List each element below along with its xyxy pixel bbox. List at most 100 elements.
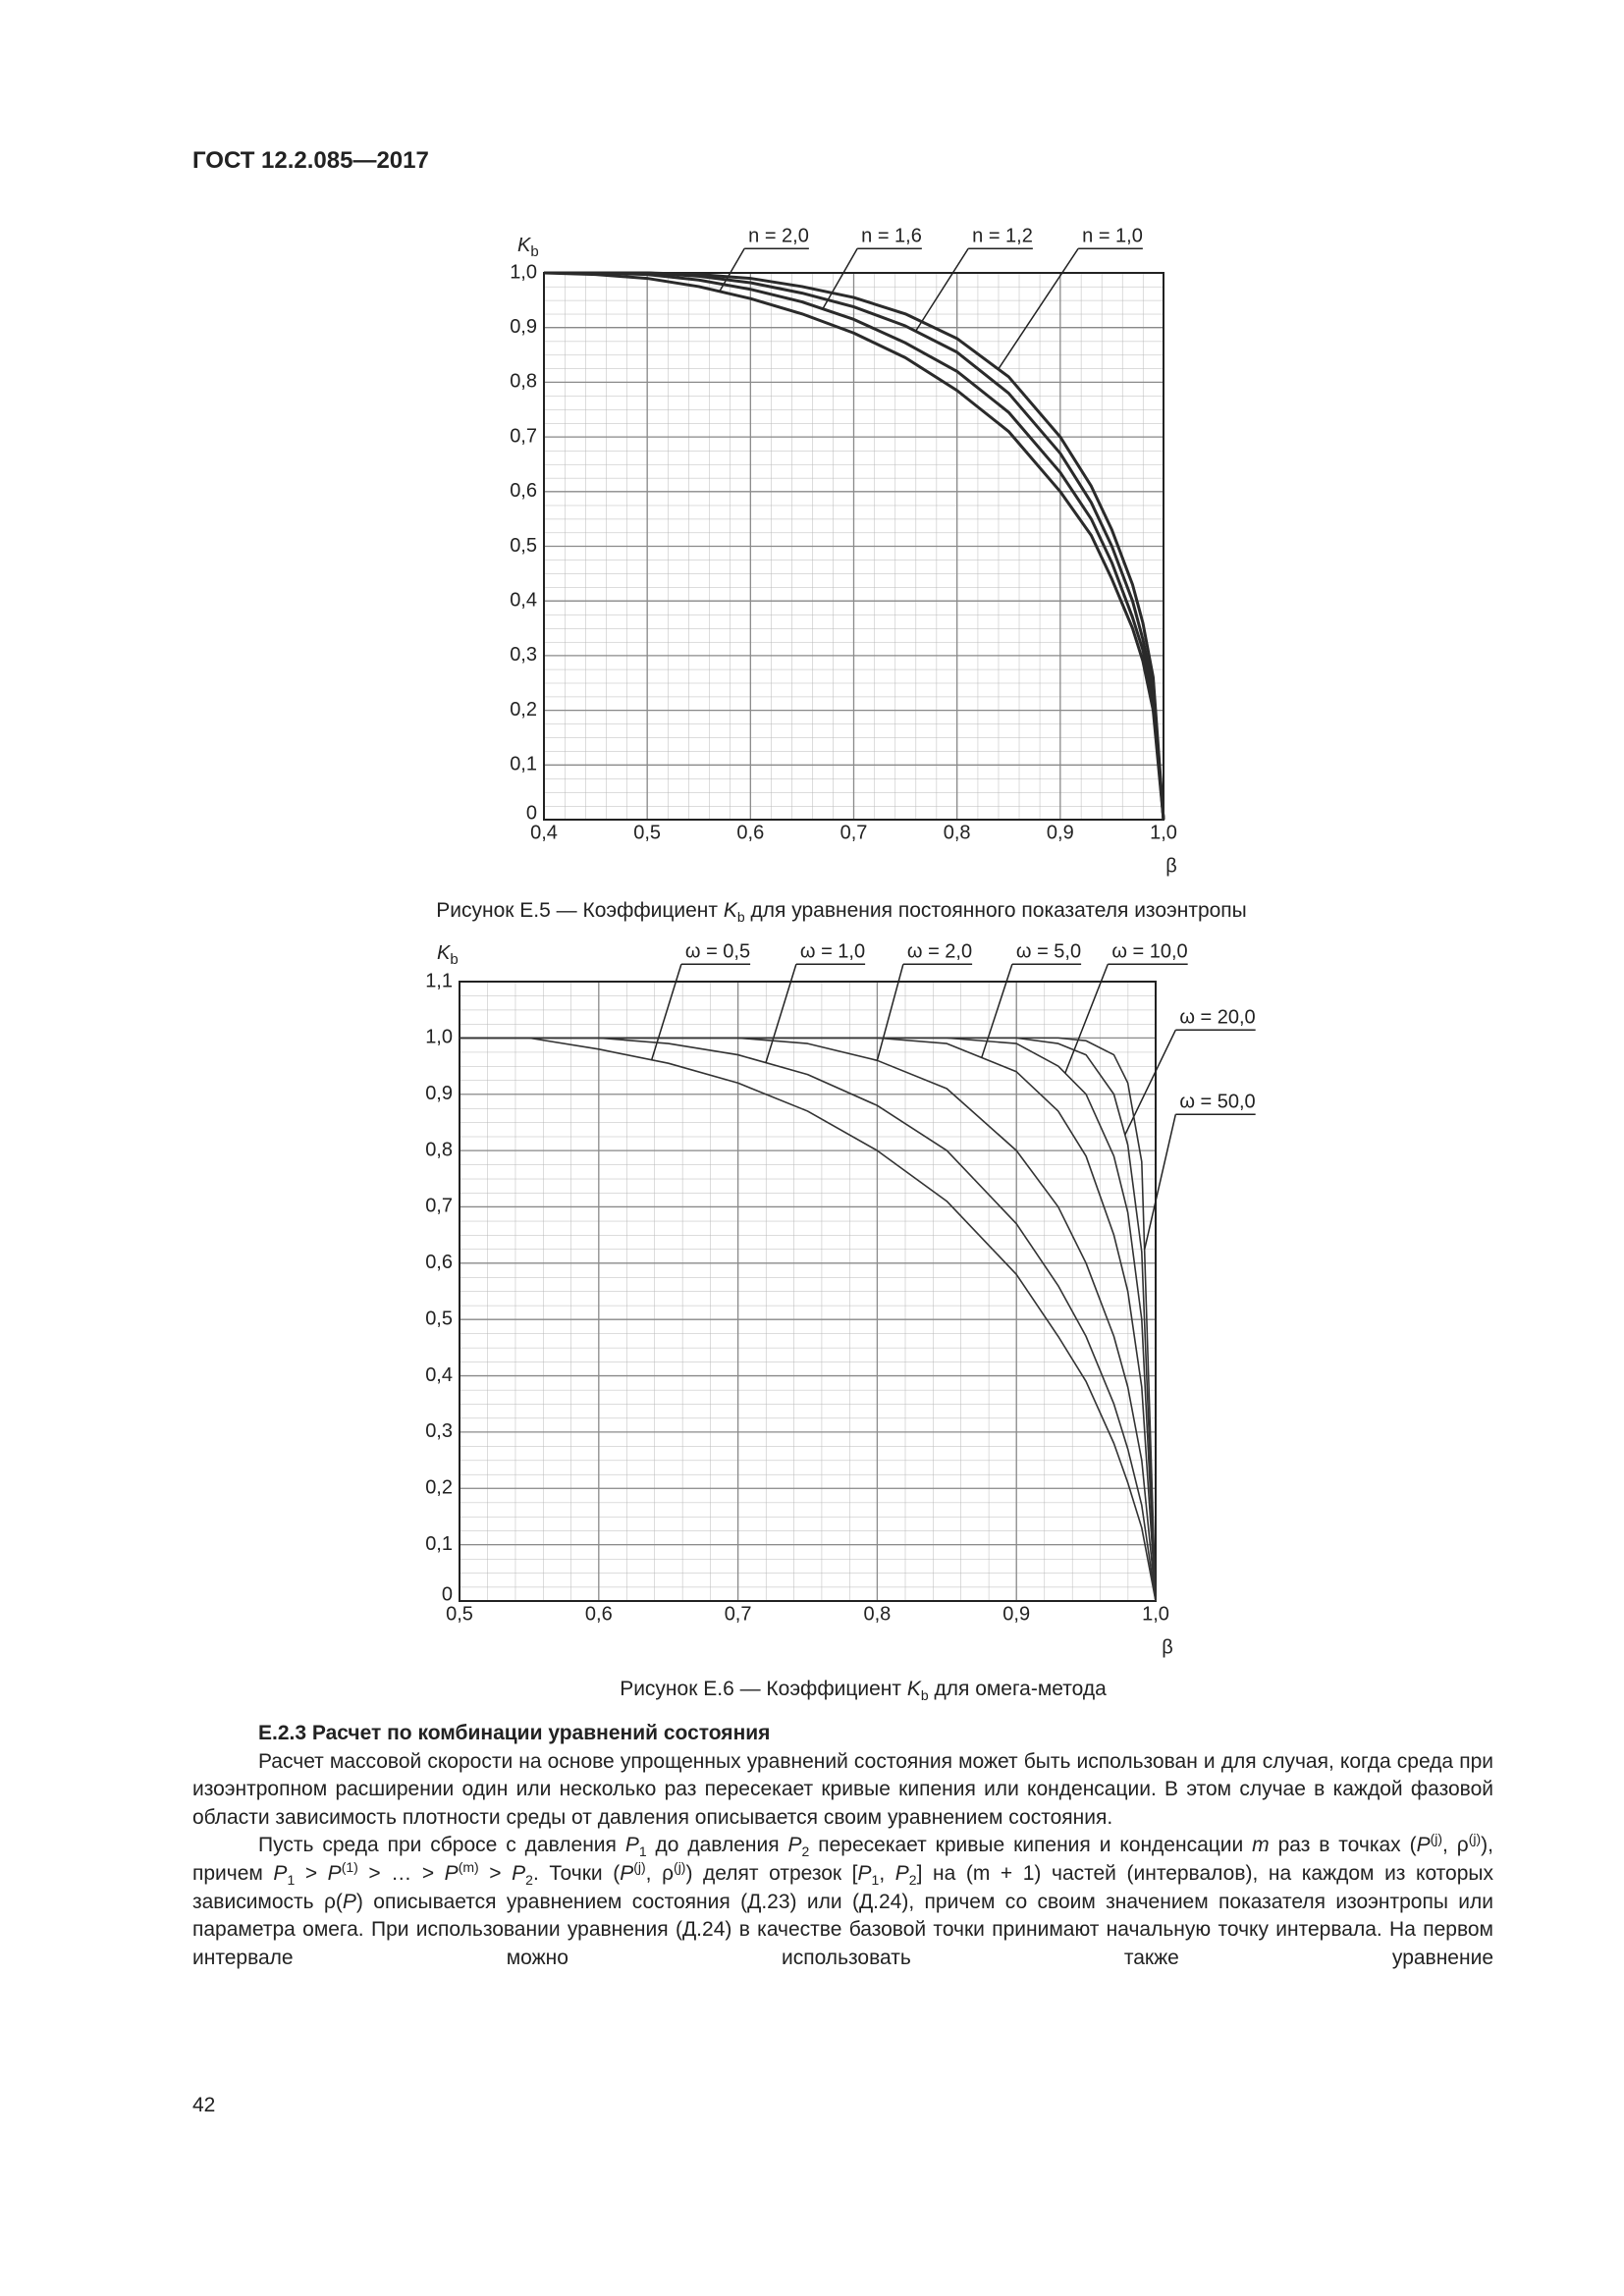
y-tick-label: 0,7 [425,1196,453,1217]
legend-label: ω = 1,0 [800,940,865,962]
y-tick-label: 0,3 [510,644,537,666]
y-tick-label: 0,9 [425,1083,453,1104]
y-tick-label: 0,7 [510,425,537,447]
text-run: ) описывается уравнением состояния (Д.23… [192,1890,1493,1969]
x-tick-label: 0,5 [633,822,661,843]
y-tick-label: 0,9 [510,316,537,338]
leader-line [981,964,1013,1058]
page-number: 42 [192,2094,216,2116]
x-tick-label: 1,0 [1142,1603,1169,1625]
text-run: 2 [801,1843,810,1860]
curve [460,1037,1157,1602]
text-run: 1 [638,1843,647,1860]
text-run: для уравнения постоянного показателя изо… [744,899,1247,922]
text-run: K [517,235,532,256]
text-run: P [894,1861,909,1885]
text-run: K [906,1678,921,1700]
text-run: P [857,1861,872,1885]
text-run: P [624,1834,639,1857]
y-tick-label: 0 [442,1583,453,1605]
y-tick-label: 0,5 [510,535,537,557]
paragraph: Расчет массовой скорости на основе упрощ… [192,1748,1493,1833]
text-run: > … > [357,1861,445,1885]
leader-line [1064,964,1110,1074]
x-tick-label: 0,7 [840,822,868,843]
y-tick-label: 0,8 [425,1139,453,1160]
text-run: (j) [1468,1831,1482,1847]
legend-label: n = 1,2 [972,225,1033,246]
legend-label: ω = 2,0 [907,940,972,962]
text-run: P [512,1861,526,1885]
y-tick-label: 0,3 [425,1420,453,1442]
figure-caption: Рисунок Е.6 — Коэффициент Kb для омега-м… [372,1678,1354,1702]
text-run: P [444,1861,459,1885]
x-tick-label: 0,6 [736,822,764,843]
text-run: раз в точках ( [1269,1834,1417,1857]
text-run: Рисунок Е.6 — Коэффициент [620,1678,907,1700]
curve [544,271,1165,821]
leader-line [650,964,682,1060]
text-run: . Точки ( [532,1861,621,1885]
y-tick-label: 0,6 [510,480,537,502]
text-run: (j) [1430,1831,1443,1847]
text-run: > [295,1861,328,1885]
y-axis-label: Kb [437,942,459,968]
leader-line [998,247,1079,370]
text-run: > [478,1861,513,1885]
x-tick-label: 1,0 [1150,822,1177,843]
text-run: , ρ [1442,1834,1469,1857]
text-run: ] на (m + 1) частей (интервалов), на каж… [192,1861,1493,1913]
leader-line [765,964,797,1063]
text-run: K [723,899,737,922]
text-run: P [327,1861,342,1885]
y-tick-label: 0,1 [510,754,537,775]
y-tick-label: 0,1 [425,1533,453,1555]
x-tick-label: 0,9 [1047,822,1074,843]
section-heading: Е.2.3 Расчет по комбинации уравнений сос… [258,1722,771,1744]
y-tick-label: 1,0 [510,261,537,283]
text-run: ), причем [192,1834,1493,1885]
y-axis-label: Kb [517,235,539,260]
legend-label: n = 1,0 [1082,225,1143,246]
x-tick-label: 0,4 [530,822,558,843]
legend-label: n = 1,6 [861,225,922,246]
section: Е.2.3 Расчет по комбинации уравнений сос… [192,1720,1493,1972]
curve [460,1037,1157,1602]
leader-line [1143,1114,1177,1251]
y-tick-label: 1,0 [425,1027,453,1048]
text-run: P [273,1861,288,1885]
leader-line [876,964,904,1061]
x-tick-label: 0,7 [725,1603,752,1625]
legend-label: ω = 10,0 [1111,940,1187,962]
text-run: 2 [525,1872,533,1889]
text-run: P [787,1834,802,1857]
y-tick-label: 0,2 [510,699,537,721]
x-tick-label: 0,6 [585,1603,613,1625]
y-tick-label: 0,8 [510,371,537,393]
text-run: K [437,942,452,964]
text-run: (j) [674,1858,686,1875]
y-tick-label: 0,5 [425,1308,453,1329]
text-run: (1) [341,1858,358,1875]
text-run: , [879,1861,895,1885]
paragraph: Пусть среда при сбросе с давления P1 до … [192,1832,1493,1972]
text-run: , ρ [645,1861,675,1885]
y-tick-label: 0 [526,802,537,824]
text-run: (j) [633,1858,646,1875]
text-run: ) делят отрезок [ [685,1861,858,1885]
text-run: Рисунок Е.5 — Коэффициент [436,899,724,922]
legend-label: ω = 5,0 [1016,940,1081,962]
text-run: m [1252,1834,1270,1857]
x-axis-label: β [1162,1636,1173,1658]
leader-line [914,247,969,332]
text-run: P [1416,1834,1431,1857]
text-run: b [530,243,538,260]
x-tick-label: 0,5 [446,1603,473,1625]
figure-caption: Рисунок Е.5 — Коэффициент Kb для уравнен… [351,899,1332,924]
text-run: Расчет массовой скорости на основе упрощ… [192,1749,1493,1829]
text-run: 2 [908,1872,917,1889]
curve [543,271,1165,821]
x-tick-label: 0,8 [863,1603,891,1625]
